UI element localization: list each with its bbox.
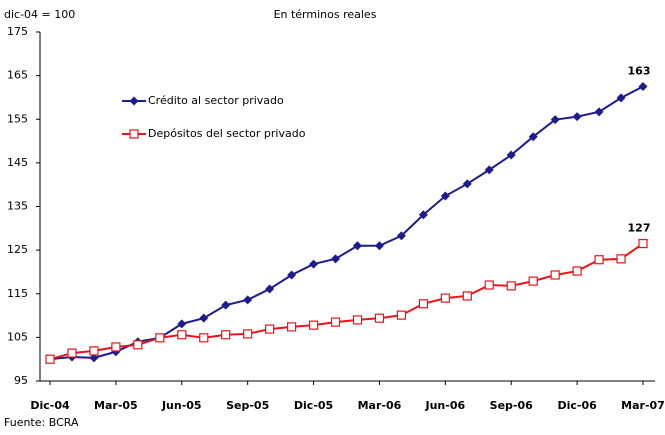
x-tick-label: Dic-04: [30, 399, 70, 412]
point: [484, 280, 494, 290]
point: [572, 112, 582, 122]
point: [440, 191, 450, 201]
point: [396, 231, 406, 241]
x-tick-label: Jun-06: [425, 399, 466, 412]
point: [528, 276, 538, 286]
chart-title: En términos reales: [274, 8, 377, 21]
point: [133, 340, 143, 350]
point: [221, 330, 231, 340]
point: [265, 324, 275, 334]
point: [89, 353, 99, 363]
y-tick-label: 165: [7, 69, 28, 82]
y-tick-label: 155: [7, 112, 28, 125]
x-tick-label: Dic-06: [557, 399, 597, 412]
point: [374, 313, 385, 323]
point: [616, 93, 626, 103]
point: [374, 241, 384, 251]
point: [638, 238, 648, 249]
point: [440, 293, 450, 303]
point: [330, 317, 341, 327]
source: Fuente: BCRA: [4, 416, 79, 429]
point: [352, 241, 362, 251]
legend-marker: [129, 129, 139, 139]
point: [177, 330, 187, 340]
y-tick-label: 175: [7, 25, 28, 38]
point: [308, 320, 319, 330]
x-tick-label: Mar-07: [621, 399, 665, 412]
point: [199, 313, 209, 323]
point: [550, 115, 560, 125]
point: [243, 329, 253, 339]
x-tick-label: Mar-05: [94, 399, 138, 412]
point: [616, 254, 626, 264]
point: [265, 284, 275, 294]
point: [331, 254, 341, 264]
point: [287, 270, 297, 280]
point: [243, 295, 253, 305]
point: [594, 255, 604, 265]
y-tick-label: 145: [7, 156, 28, 169]
y-tick-label: 115: [7, 287, 28, 300]
x-tick-label: Sep-05: [226, 399, 269, 412]
x-tick-label: Sep-06: [490, 399, 533, 412]
point: [550, 270, 560, 280]
legend-label: Depósitos del sector privado: [148, 127, 306, 140]
point: [155, 333, 165, 343]
data-label: 163: [628, 65, 651, 78]
x-tick-label: Mar-06: [358, 399, 402, 412]
legend-marker: [129, 96, 139, 106]
x-tick-label: Jun-05: [161, 399, 202, 412]
series-line: [49, 242, 644, 361]
legend-label: Crédito al sector privado: [148, 94, 284, 107]
x-tick-label: Dic-05: [294, 399, 333, 412]
point: [221, 300, 231, 310]
data-label: 127: [628, 222, 651, 235]
point: [199, 333, 209, 343]
point: [572, 266, 582, 276]
y-tick-label: 105: [7, 330, 28, 343]
y-tick-label: 125: [7, 243, 28, 256]
point: [484, 165, 494, 175]
point: [89, 346, 99, 356]
point: [286, 322, 297, 332]
y-axis-label: dic-04 = 100: [4, 8, 75, 21]
point: [462, 179, 472, 189]
point: [594, 107, 604, 117]
point: [462, 291, 472, 301]
point: [418, 299, 428, 309]
point: [177, 319, 187, 329]
point: [352, 315, 363, 325]
point: [111, 342, 121, 352]
point: [528, 132, 538, 142]
y-tick-label: 95: [14, 374, 28, 387]
point: [309, 259, 319, 269]
point: [396, 310, 407, 320]
point: [638, 82, 648, 92]
point: [418, 210, 428, 220]
series-line: [49, 85, 644, 361]
point: [45, 354, 55, 364]
point: [506, 150, 516, 160]
point: [506, 281, 516, 291]
y-tick-label: 135: [7, 200, 28, 213]
point: [67, 348, 77, 358]
